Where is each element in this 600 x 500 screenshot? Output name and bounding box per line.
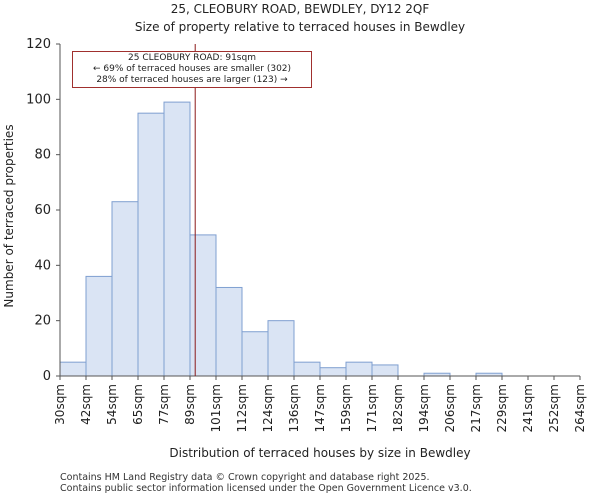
x-tick-label: 206sqm — [443, 384, 457, 432]
x-tick-label: 241sqm — [521, 384, 535, 432]
annotation-larger-share: 28% of terraced houses are larger (123) … — [96, 75, 288, 85]
x-tick-label: 136sqm — [287, 384, 301, 432]
chart-title-address: 25, CLEOBURY ROAD, BEWDLEY, DY12 2QF — [170, 2, 430, 16]
histogram-bar — [241, 331, 269, 377]
annotation-property-size: 25 CLEOBURY ROAD: 91sqm — [128, 53, 256, 63]
histogram-bar — [319, 367, 347, 377]
x-tick-label: 147sqm — [313, 384, 327, 432]
x-tick-label: 171sqm — [365, 384, 379, 432]
x-tick-label: 217sqm — [469, 384, 483, 432]
x-axis-label: Distribution of terraced houses by size … — [169, 446, 470, 460]
histogram-bar — [371, 364, 399, 377]
x-tick-label: 101sqm — [209, 384, 223, 432]
y-tick-label: 100 — [26, 92, 51, 107]
y-tick-label: 80 — [34, 148, 51, 163]
x-tick-label: 194sqm — [417, 384, 431, 432]
x-tick-label: 124sqm — [261, 384, 275, 432]
x-tick-label: 252sqm — [547, 384, 561, 432]
footer-line-1: Contains HM Land Registry data © Crown c… — [60, 472, 430, 483]
x-tick-label: 42sqm — [79, 384, 93, 425]
x-tick-label: 65sqm — [131, 384, 145, 425]
x-tick-label: 112sqm — [235, 384, 249, 432]
histogram-bar — [59, 361, 87, 377]
y-tick-label: 20 — [34, 314, 51, 329]
histogram-bar — [163, 101, 191, 377]
histogram-bar — [189, 234, 217, 377]
chart-title: Size of property relative to terraced ho… — [134, 20, 466, 34]
y-tick-label: 0 — [43, 369, 51, 384]
footer-line-2: Contains public sector information licen… — [60, 483, 472, 494]
annotation-smaller-share: ← 69% of terraced houses are smaller (30… — [92, 64, 292, 74]
histogram-bar — [85, 275, 113, 377]
x-tick-label: 89sqm — [183, 384, 197, 425]
histogram-bar — [137, 112, 165, 377]
x-tick-label: 182sqm — [391, 384, 405, 432]
property-annotation-box: 25 CLEOBURY ROAD: 91sqm ← 69% of terrace… — [72, 51, 312, 88]
attribution-footer: Contains HM Land Registry data © Crown c… — [60, 472, 472, 494]
x-tick-label: 77sqm — [157, 384, 171, 425]
x-tick-label: 264sqm — [573, 384, 587, 432]
y-tick-label: 40 — [34, 258, 51, 273]
histogram-bar — [267, 320, 295, 377]
x-tick-label: 30sqm — [53, 384, 67, 425]
y-axis-label: Number of terraced properties — [2, 124, 16, 307]
histogram-bar — [215, 286, 243, 377]
x-tick-label: 54sqm — [105, 384, 119, 425]
y-tick-label: 60 — [34, 203, 51, 218]
histogram-bar — [345, 361, 373, 377]
y-tick-label: 120 — [26, 37, 51, 52]
x-tick-label: 229sqm — [495, 384, 509, 432]
histogram-bar — [293, 361, 321, 377]
x-tick-label: 159sqm — [339, 384, 353, 432]
histogram-bar — [111, 201, 139, 377]
